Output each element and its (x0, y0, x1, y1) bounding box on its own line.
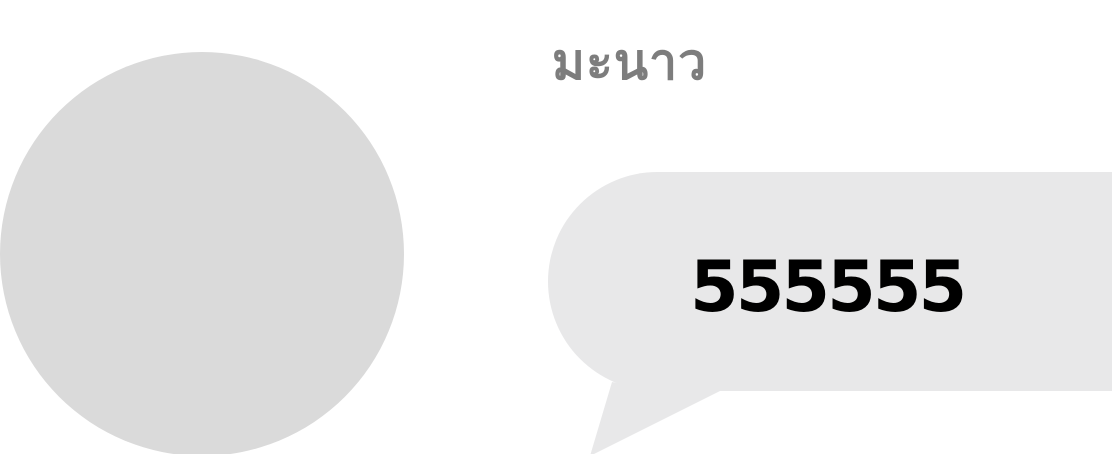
message-bubble[interactable] (548, 172, 1112, 391)
avatar[interactable] (0, 52, 404, 454)
sender-name: มะนาว (552, 33, 708, 91)
message-text: 555555 (690, 246, 967, 328)
